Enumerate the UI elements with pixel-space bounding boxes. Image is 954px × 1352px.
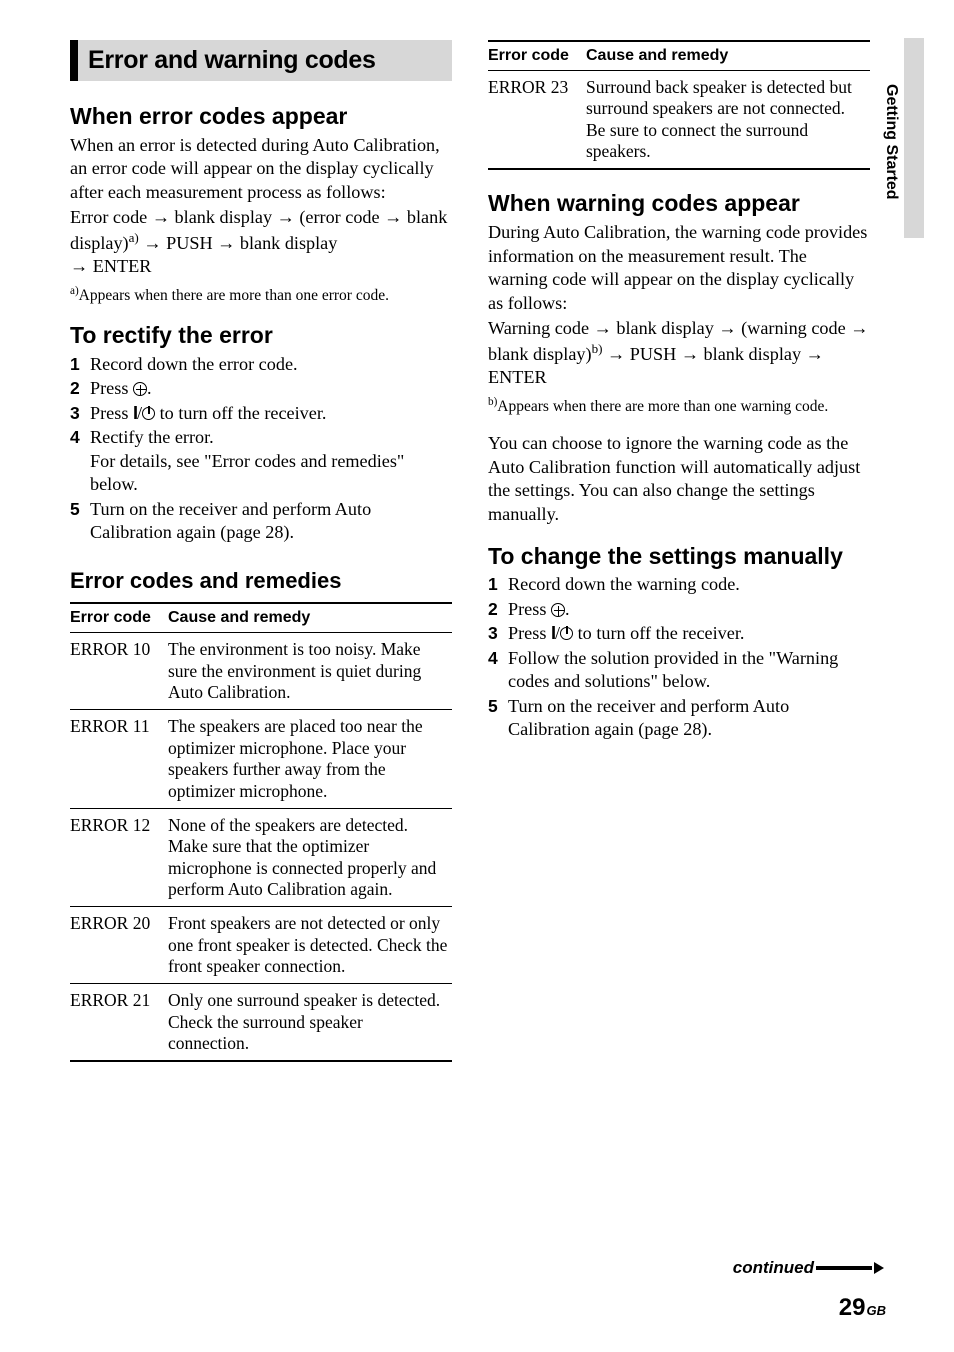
- heading-warning-appear: When warning codes appear: [488, 190, 870, 217]
- section-title-bar: Error and warning codes: [70, 40, 452, 81]
- table-row: ERROR 10The environment is too noisy. Ma…: [70, 633, 452, 710]
- step-1: Record down the warning code.: [488, 573, 870, 596]
- enter-icon: [551, 603, 565, 617]
- para-warning-appear: During Auto Calibration, the warning cod…: [488, 221, 870, 315]
- page-number: 29GB: [839, 1294, 886, 1322]
- side-section-label: Getting Started: [882, 84, 900, 200]
- arrow-right-icon: [874, 1262, 884, 1274]
- footnote-a: a)Appears when there are more than one e…: [70, 285, 452, 306]
- heading-rectify: To rectify the error: [70, 323, 452, 348]
- table-row: ERROR 20Front speakers are not detected …: [70, 907, 452, 984]
- para-error-appear: When an error is detected during Auto Ca…: [70, 134, 452, 204]
- error-codes-table-cont: Error code Cause and remedy ERROR 23Surr…: [488, 40, 870, 170]
- table-row: ERROR 21Only one surround speaker is det…: [70, 984, 452, 1062]
- col-error-code: Error code: [488, 41, 586, 71]
- step-5: Turn on the receiver and perform Auto Ca…: [488, 695, 870, 742]
- step-4: Follow the solution provided in the "War…: [488, 647, 870, 694]
- heading-error-table: Error codes and remedies: [70, 568, 452, 594]
- sequence-warning: Warning code → blank display → (warning …: [488, 317, 870, 389]
- col-cause-remedy: Cause and remedy: [586, 41, 870, 71]
- enter-icon: [133, 382, 147, 396]
- table-row: ERROR 23Surround back speaker is detecte…: [488, 71, 870, 170]
- power-icon: [142, 407, 155, 420]
- continued-indicator: continued: [733, 1258, 884, 1278]
- heading-error-appear: When error codes appear: [70, 103, 452, 130]
- right-column: Error code Cause and remedy ERROR 23Surr…: [488, 40, 906, 1062]
- step-3: Press I/ to turn off the receiver.: [70, 402, 452, 425]
- steps-rectify: Record down the error code. Press . Pres…: [70, 353, 452, 545]
- heading-change-manual: To change the settings manually: [488, 544, 870, 569]
- step-4: Rectify the error.For details, see "Erro…: [70, 426, 452, 496]
- step-2: Press .: [488, 598, 870, 621]
- error-codes-table: Error code Cause and remedy ERROR 10The …: [70, 602, 452, 1062]
- power-icon: [560, 627, 573, 640]
- step-2: Press .: [70, 377, 452, 400]
- side-tab: [904, 38, 924, 238]
- para-warning-ignore: You can choose to ignore the warning cod…: [488, 432, 870, 526]
- table-row: ERROR 12None of the speakers are detecte…: [70, 808, 452, 906]
- footnote-b: b)Appears when there are more than one w…: [488, 396, 870, 417]
- sequence-error: Error code → blank display → (error code…: [70, 206, 452, 278]
- col-cause-remedy: Cause and remedy: [168, 603, 452, 633]
- section-title: Error and warning codes: [88, 46, 442, 75]
- step-1: Record down the error code.: [70, 353, 452, 376]
- step-5: Turn on the receiver and perform Auto Ca…: [70, 498, 452, 545]
- col-error-code: Error code: [70, 603, 168, 633]
- left-column: Error and warning codes When error codes…: [70, 40, 452, 1062]
- steps-change-manual: Record down the warning code. Press . Pr…: [488, 573, 870, 741]
- step-3: Press I/ to turn off the receiver.: [488, 622, 870, 645]
- table-row: ERROR 11The speakers are placed too near…: [70, 710, 452, 808]
